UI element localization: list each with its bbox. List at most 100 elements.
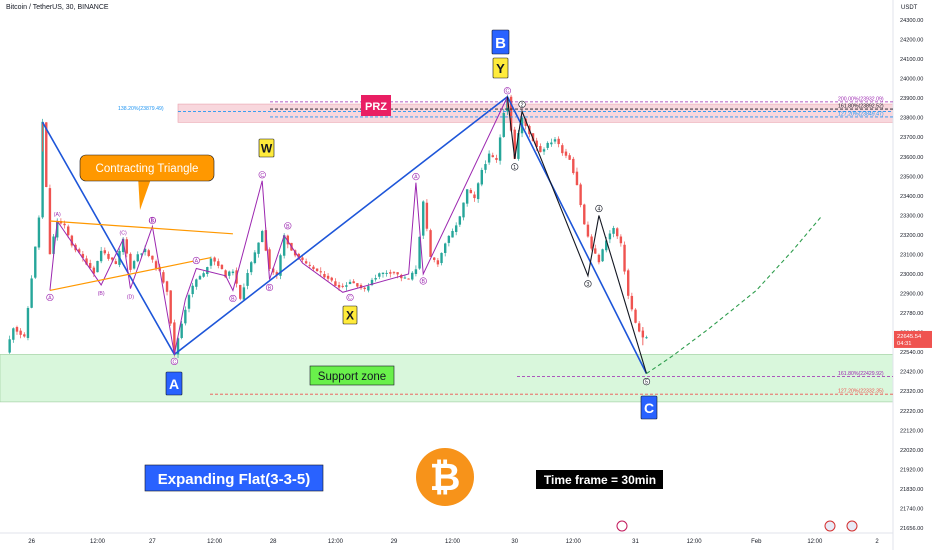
fib-level-label: 127.20%(23849.47)	[838, 111, 884, 117]
event-lightning-icon	[616, 520, 628, 532]
candle-body	[568, 155, 571, 160]
wave-point-b-circle	[284, 222, 292, 230]
candle-body	[586, 224, 590, 237]
candle-body	[326, 275, 330, 279]
candle-body	[531, 133, 535, 142]
candle-body	[348, 281, 352, 285]
y-tick-label: 24100.00	[900, 57, 923, 63]
candle-body	[114, 261, 117, 264]
candle-body	[34, 246, 37, 278]
y-tick-label: 22540.00	[900, 350, 923, 356]
candle-body	[469, 189, 473, 194]
y-tick-label: 22120.00	[900, 428, 923, 434]
y-tick-label: 23800.00	[900, 116, 923, 122]
candle-body	[26, 307, 30, 338]
symbol-title: Bitcoin / TetherUS, 30, BINANCE	[6, 4, 109, 11]
candle-body	[242, 287, 246, 300]
candle-body	[184, 309, 187, 324]
candle-body	[217, 261, 220, 266]
candle-body	[220, 264, 224, 269]
wave-point-b: B	[286, 224, 290, 230]
impulse-point-5: 5	[645, 380, 648, 386]
candle-body	[206, 267, 209, 274]
candle-body	[381, 272, 385, 274]
candle-body	[601, 249, 604, 262]
candle-body	[465, 189, 469, 204]
candle-body	[239, 284, 242, 299]
contracting-triangle-pointer	[138, 176, 152, 210]
candle-body	[422, 201, 425, 236]
candle-body	[136, 254, 139, 262]
candle-body	[509, 96, 513, 131]
candle-body	[187, 295, 191, 309]
wave-point-c: C	[172, 359, 176, 365]
candle-body	[436, 260, 440, 265]
wave-label-b-box	[491, 29, 510, 55]
candle-body	[107, 253, 110, 259]
wave-point-c: C	[348, 295, 352, 301]
candle-body	[513, 129, 516, 159]
bitcoin-logo-symbol: ₿	[430, 457, 461, 499]
y-tick-label: 23500.00	[900, 174, 923, 180]
candle-body	[524, 118, 527, 126]
candle-body	[487, 153, 491, 163]
triangle-lower-line	[49, 256, 212, 292]
candle-body	[550, 142, 553, 145]
candle-body	[583, 204, 586, 225]
candle-body	[315, 268, 319, 272]
candle-body	[557, 138, 560, 145]
candle-body	[257, 242, 260, 254]
candle-body	[447, 235, 451, 243]
wave-point-c: C	[260, 173, 264, 179]
candle-body	[30, 278, 33, 308]
candle-body	[195, 279, 198, 287]
candle-body	[440, 252, 443, 264]
candle-body	[634, 309, 637, 323]
y-tick-label: 21830.00	[900, 487, 923, 493]
candle-body	[572, 158, 575, 174]
candle-body	[495, 157, 498, 160]
x-tick-label: Feb	[751, 539, 762, 545]
candle-body	[553, 139, 557, 142]
y-tick-label: 21740.00	[900, 506, 923, 512]
candle-body	[297, 253, 300, 258]
y-tick-label: 24000.00	[900, 77, 923, 83]
wave-point-c-circle	[346, 293, 354, 302]
candle-body	[352, 281, 355, 284]
support-zone-label-box	[309, 365, 395, 386]
candle-body	[37, 217, 41, 248]
candle-body	[41, 121, 44, 218]
triangle-point-label: (A)	[54, 212, 61, 218]
wave-point-b-circle	[265, 283, 274, 292]
bitcoin-logo-icon	[416, 448, 474, 506]
candle-body	[608, 233, 612, 240]
candle-body	[173, 322, 176, 354]
candle-body	[627, 270, 630, 296]
candle-body	[88, 263, 92, 269]
wave-line-wxy	[49, 96, 508, 355]
candle-body	[429, 230, 432, 257]
candle-body	[143, 248, 147, 253]
candle-body	[623, 244, 626, 272]
candle-body	[202, 273, 205, 277]
x-tick-label: 27	[149, 539, 156, 545]
us-flag-icon	[846, 520, 858, 532]
y-tick-label: 23900.00	[900, 96, 923, 102]
candle-body	[154, 261, 158, 269]
price-tag-box	[894, 330, 932, 348]
candle-body	[645, 337, 648, 339]
candle-body	[198, 276, 202, 280]
candle-body	[213, 257, 216, 262]
candle-body	[132, 261, 136, 269]
candle-body	[356, 283, 359, 287]
impulse-point-4-circle	[595, 204, 603, 213]
currency-label: USDT	[901, 5, 918, 11]
x-tick-label: 26	[28, 539, 35, 545]
y-tick-label: 22320.00	[900, 389, 923, 395]
triangle-point-label: (C)	[120, 230, 127, 236]
candle-body	[279, 255, 282, 276]
candle-body	[462, 202, 465, 218]
candle-body	[561, 145, 564, 154]
